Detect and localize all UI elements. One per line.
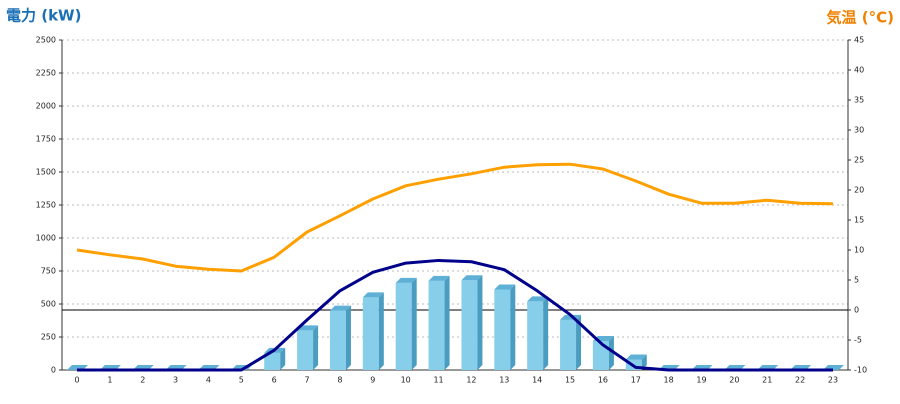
bar-top bbox=[527, 296, 549, 302]
bar-top bbox=[428, 275, 450, 281]
bar-front bbox=[362, 297, 379, 370]
y2-tick-label: 0 bbox=[854, 306, 859, 315]
x-tick-label: 21 bbox=[762, 376, 772, 385]
bar bbox=[494, 284, 516, 370]
y-tick-label: 250 bbox=[41, 333, 56, 342]
bar-side bbox=[444, 275, 450, 370]
line bbox=[77, 258, 833, 372]
bar bbox=[560, 314, 582, 370]
x-tick-label: 8 bbox=[337, 376, 342, 385]
x-tick-label: 4 bbox=[206, 376, 211, 385]
x-tick-label: 0 bbox=[74, 376, 79, 385]
bar-top bbox=[329, 305, 351, 311]
bar-side bbox=[576, 314, 582, 370]
y2-tick-label: 25 bbox=[854, 156, 864, 165]
y-tick-label: 500 bbox=[41, 300, 56, 309]
y2-tick-label: 30 bbox=[854, 126, 864, 135]
x-tick-label: 19 bbox=[696, 376, 706, 385]
y-tick-label: 2000 bbox=[36, 102, 56, 111]
y2-tick-label: -5 bbox=[854, 336, 862, 345]
bar-front bbox=[461, 280, 478, 370]
x-tick-label: 12 bbox=[466, 376, 476, 385]
x-tick-label: 1 bbox=[107, 376, 112, 385]
x-tick-label: 7 bbox=[305, 376, 310, 385]
bar-front bbox=[592, 340, 609, 370]
y-tick-label: 1500 bbox=[36, 168, 56, 177]
y2-tick-label: 45 bbox=[854, 36, 864, 45]
bar bbox=[362, 292, 384, 370]
y-tick-label: 0 bbox=[51, 366, 56, 375]
line bbox=[76, 162, 834, 273]
y2-tick-label: 15 bbox=[854, 216, 864, 225]
bar-side bbox=[641, 354, 647, 370]
bar bbox=[297, 325, 319, 370]
y-tick-label: 1250 bbox=[36, 201, 56, 210]
bar-side bbox=[313, 325, 319, 370]
y-tick-label: 2250 bbox=[36, 69, 56, 78]
bar-side bbox=[477, 275, 483, 370]
x-tick-label: 15 bbox=[565, 376, 575, 385]
y2-tick-label: -10 bbox=[854, 366, 867, 375]
bar-side bbox=[280, 347, 286, 370]
bar-front bbox=[527, 301, 544, 370]
x-tick-label: 9 bbox=[370, 376, 375, 385]
x-tick-label: 10 bbox=[401, 376, 411, 385]
bar-top bbox=[461, 275, 483, 281]
bar-front bbox=[297, 330, 314, 370]
bar-side bbox=[543, 296, 549, 370]
x-tick-label: 17 bbox=[631, 376, 641, 385]
y-tick-label: 1750 bbox=[36, 135, 56, 144]
y2-tick-label: 40 bbox=[854, 66, 864, 75]
bar-top bbox=[625, 354, 647, 360]
x-tick-label: 13 bbox=[499, 376, 509, 385]
bar-side bbox=[345, 305, 351, 370]
bar-front bbox=[264, 352, 281, 370]
x-tick-label: 5 bbox=[239, 376, 244, 385]
y2-tick-label: 35 bbox=[854, 96, 864, 105]
bar bbox=[527, 296, 549, 370]
bar-top bbox=[494, 284, 516, 290]
bar-side bbox=[411, 277, 417, 370]
y-tick-label: 2500 bbox=[36, 36, 56, 45]
bar bbox=[329, 305, 351, 370]
bar-front bbox=[329, 310, 346, 370]
bar bbox=[428, 275, 450, 370]
bar bbox=[592, 335, 614, 370]
bar-top bbox=[395, 277, 417, 283]
bar-front bbox=[395, 282, 412, 370]
bar-front bbox=[428, 280, 445, 370]
x-tick-label: 16 bbox=[598, 376, 608, 385]
y2-axis-title: 気温 (°C) bbox=[827, 9, 894, 27]
bar-front bbox=[560, 319, 577, 370]
y2-tick-label: 5 bbox=[854, 276, 859, 285]
x-tick-label: 23 bbox=[828, 376, 838, 385]
x-tick-label: 3 bbox=[173, 376, 178, 385]
bar-side bbox=[608, 335, 614, 370]
y2-tick-label: 10 bbox=[854, 246, 864, 255]
x-tick-label: 14 bbox=[532, 376, 542, 385]
y-axis-title: 電力 (kW) bbox=[6, 7, 81, 25]
bar-front bbox=[494, 289, 511, 370]
x-tick-label: 18 bbox=[664, 376, 674, 385]
bar bbox=[461, 275, 483, 370]
x-tick-label: 2 bbox=[140, 376, 145, 385]
y-tick-label: 1000 bbox=[36, 234, 56, 243]
y2-tick-label: 20 bbox=[854, 186, 864, 195]
x-tick-label: 20 bbox=[729, 376, 739, 385]
bar bbox=[395, 277, 417, 370]
x-tick-label: 22 bbox=[795, 376, 805, 385]
y-tick-label: 750 bbox=[41, 267, 56, 276]
bar-top bbox=[362, 292, 384, 298]
bar-top bbox=[297, 325, 319, 331]
bar-side bbox=[378, 292, 384, 370]
x-tick-label: 11 bbox=[433, 376, 443, 385]
x-tick-label: 6 bbox=[272, 376, 277, 385]
bar-side bbox=[510, 284, 516, 370]
